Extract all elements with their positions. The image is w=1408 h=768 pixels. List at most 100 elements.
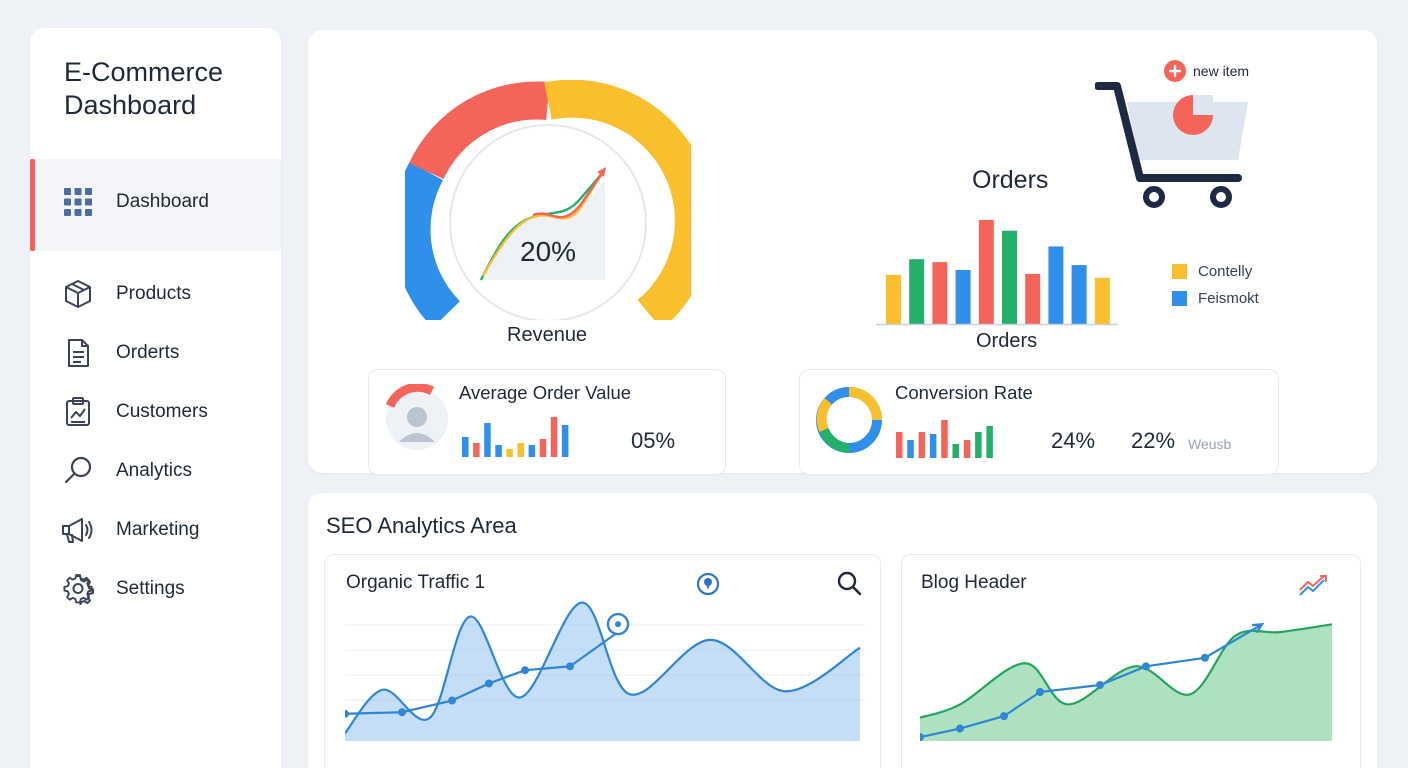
sidebar-item-products[interactable]: Products: [60, 274, 191, 314]
data-point[interactable]: [345, 709, 349, 718]
active-nav-indicator: [30, 159, 35, 251]
mini-bar: [941, 420, 948, 458]
orders-bar-chart: [876, 219, 1118, 326]
orders-bar: [1002, 230, 1017, 324]
orders-bar: [1048, 246, 1064, 324]
target-marker-dot: [615, 621, 621, 628]
sidebar-item-label: Dashboard: [116, 191, 209, 212]
legend-label: Contelly: [1198, 263, 1253, 280]
legend-item: Feismokt: [1172, 290, 1259, 307]
aov-title: Average Order Value: [459, 382, 632, 403]
avatar: [385, 384, 448, 450]
sidebar-item-label: Settings: [116, 578, 185, 599]
organic-traffic-card[interactable]: Organic Traffic 1: [324, 554, 881, 768]
data-point[interactable]: [566, 662, 574, 671]
mini-bar: [473, 443, 480, 457]
mini-bar: [896, 432, 903, 458]
blog-title: Blog Header: [921, 572, 1027, 593]
mini-bar: [517, 443, 524, 457]
mini-bar: [975, 432, 982, 458]
orders-bar: [978, 219, 994, 324]
gear-icon: [60, 571, 96, 607]
data-point[interactable]: [920, 733, 924, 742]
active-nav-highlight: [30, 159, 281, 251]
legend-item: Contelly: [1172, 263, 1252, 280]
search-icon[interactable]: [836, 570, 862, 596]
new-item-button[interactable]: new item: [1164, 60, 1249, 82]
conversion-card[interactable]: Conversion Rate 24% 22% Weusb: [799, 369, 1279, 475]
sidebar-item-customers[interactable]: Customers: [60, 392, 208, 432]
aov-bar-chart: [462, 417, 569, 457]
mini-bar: [918, 432, 926, 458]
location-pin-icon[interactable]: [696, 572, 720, 596]
data-point[interactable]: [398, 708, 406, 717]
blog-header-card[interactable]: Blog Header: [901, 554, 1361, 768]
legend-label: Feismokt: [1198, 290, 1259, 307]
mini-bar: [495, 445, 502, 457]
orders-bar: [886, 274, 901, 324]
plus-icon: [1164, 60, 1186, 82]
area-series: [345, 602, 860, 741]
data-point[interactable]: [448, 696, 456, 705]
mini-bar: [539, 439, 547, 457]
mini-bar: [986, 426, 993, 458]
aov-card[interactable]: Average Order Value 05%: [368, 369, 726, 475]
overview-panel: 20% Revenue Orders Orders new item Conte…: [308, 30, 1377, 475]
mini-bar: [929, 434, 937, 458]
megaphone-icon: [60, 512, 96, 548]
revenue-gauge: [405, 80, 691, 320]
conversion-value-2: 22%: [1131, 428, 1176, 453]
mini-bar: [550, 417, 558, 457]
orders-label: Orders: [976, 330, 1038, 352]
data-point[interactable]: [1000, 712, 1008, 721]
sidebar-item-label: Customers: [116, 401, 208, 422]
seo-panel: SEO Analytics Area Organic Traffic 1 Blo…: [308, 493, 1377, 768]
mini-bar: [506, 449, 513, 457]
sidebar-item-marketing[interactable]: Marketing: [60, 510, 199, 550]
trend-arrowhead: [1251, 622, 1265, 634]
sidebar-item-settings[interactable]: Settings: [60, 569, 185, 609]
data-point[interactable]: [1096, 681, 1104, 689]
conversion-bar-chart: [896, 420, 993, 458]
data-point[interactable]: [485, 679, 493, 688]
mini-bar: [963, 440, 971, 458]
mini-bar: [484, 423, 491, 457]
sidebar-item-label: Marketing: [116, 519, 200, 540]
mini-bar: [952, 444, 959, 458]
area-series-line: [920, 623, 1333, 719]
magnifier-icon: [60, 453, 96, 489]
line-series: [920, 623, 1263, 739]
legend-swatch: [1172, 264, 1187, 279]
box-icon: [60, 276, 96, 312]
organic-traffic-chart: [345, 601, 865, 741]
aov-value: 05%: [631, 428, 676, 453]
trend-up-icon[interactable]: [1298, 575, 1330, 599]
data-point[interactable]: [1142, 662, 1150, 671]
area-series: [920, 624, 1332, 741]
orders-bar: [909, 259, 925, 324]
orders-bar: [1071, 265, 1087, 324]
sidebar-item-orders[interactable]: Orderts: [60, 333, 179, 373]
sidebar-item-dashboard[interactable]: Dashboard: [60, 182, 209, 222]
clipboard-chart-icon: [60, 394, 96, 430]
data-point[interactable]: [1201, 653, 1209, 662]
orders-title: Orders: [972, 166, 1049, 194]
area-series-line: [345, 601, 861, 734]
cart-icon[interactable]: [1095, 80, 1255, 210]
document-icon: [60, 335, 96, 371]
new-item-label: new item: [1193, 63, 1250, 79]
orders-bar: [955, 270, 971, 324]
sidebar: E-Commerce Dashboard Dashboard Products: [30, 28, 281, 768]
legend-swatch: [1172, 291, 1187, 306]
sidebar-item-analytics[interactable]: Analytics: [60, 451, 192, 491]
revenue-label: Revenue: [507, 324, 588, 346]
data-point[interactable]: [956, 724, 964, 733]
donut-icon: [816, 387, 882, 453]
mini-bar: [561, 425, 569, 457]
conversion-title: Conversion Rate: [895, 382, 1033, 403]
orders-bar: [932, 262, 948, 324]
data-point[interactable]: [521, 666, 529, 675]
data-point[interactable]: [1036, 688, 1044, 696]
grid-icon: [60, 184, 96, 220]
mini-bar: [528, 445, 536, 457]
